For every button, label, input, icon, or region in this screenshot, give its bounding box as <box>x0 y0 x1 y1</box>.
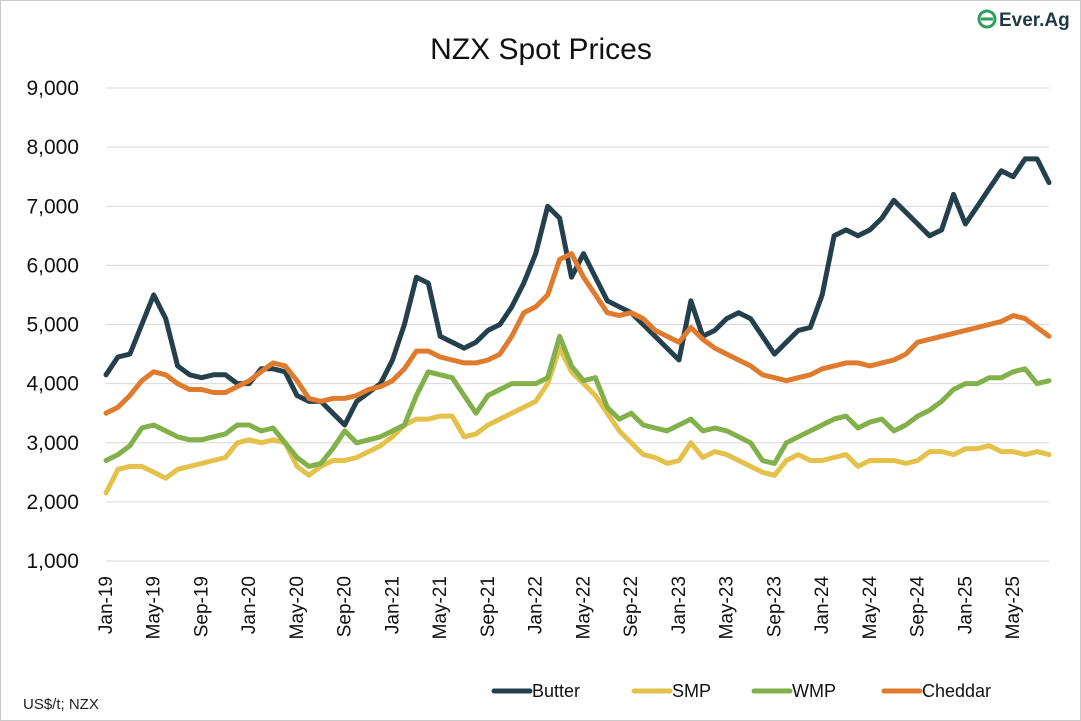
x-tick-label: Jan-22 <box>526 576 547 634</box>
y-tick-label: 2,000 <box>26 491 79 514</box>
series-lines <box>103 156 1052 496</box>
y-tick-label: 9,000 <box>26 77 79 100</box>
y-axis-tick-labels: 1,000 2,000 3,000 4,000 5,000 6,000 7,000 8,000… <box>26 77 79 573</box>
x-tick-label: May-21 <box>430 576 451 639</box>
x-tick-label: May-20 <box>287 576 308 639</box>
series-line-butter <box>103 156 1052 428</box>
y-tick-label: 1,000 <box>26 550 79 573</box>
logo-mark-icon <box>977 9 997 29</box>
x-tick-label: Jan-23 <box>669 576 690 634</box>
legend-label: Butter <box>532 681 580 701</box>
y-tick-label: 7,000 <box>26 195 79 218</box>
legend-label: WMP <box>792 681 836 701</box>
y-tick-label: 8,000 <box>26 136 79 159</box>
x-tick-label: Sep-22 <box>621 576 642 637</box>
source-note: US$/t; NZX <box>23 696 99 713</box>
x-tick-label: May-25 <box>1003 576 1024 639</box>
y-tick-label: 6,000 <box>26 254 79 277</box>
x-tick-label: Jan-24 <box>812 576 833 635</box>
series-line-smp <box>103 345 1052 496</box>
x-tick-label: May-24 <box>860 576 881 640</box>
x-tick-label: Jan-25 <box>955 576 976 634</box>
ever-ag-logo: Ever.Ag <box>977 9 1070 31</box>
series-line-cheddar <box>103 251 1052 416</box>
x-tick-label: Sep-21 <box>478 576 499 637</box>
chart-title: NZX Spot Prices <box>430 33 652 66</box>
x-tick-label: Sep-24 <box>908 576 929 638</box>
x-axis-tick-labels: Jan-19 May-19 Sep-19 Jan-20 May-20 Sep-20 Jan-… <box>96 576 1024 640</box>
x-tick-label: Jan-20 <box>239 576 260 634</box>
series-line-wmp <box>103 333 1052 469</box>
legend-label: SMP <box>672 681 711 701</box>
x-tick-label: Sep-19 <box>191 576 212 637</box>
x-tick-label: May-19 <box>144 576 165 639</box>
x-tick-label: Sep-23 <box>764 576 785 637</box>
gridlines <box>106 87 1049 562</box>
y-tick-label: 3,000 <box>26 432 79 455</box>
y-tick-label: 5,000 <box>26 314 79 337</box>
x-tick-label: Jan-21 <box>382 576 403 634</box>
legend: Butter SMP WMP Cheddar <box>491 681 991 701</box>
x-tick-label: Sep-20 <box>335 576 356 637</box>
x-tick-label: May-23 <box>717 576 738 639</box>
y-tick-label: 4,000 <box>26 373 79 396</box>
x-tick-label: Jan-19 <box>96 576 117 634</box>
x-tick-label: May-22 <box>573 576 594 639</box>
logo-text: Ever.Ag <box>999 10 1070 31</box>
legend-label: Cheddar <box>922 681 991 701</box>
